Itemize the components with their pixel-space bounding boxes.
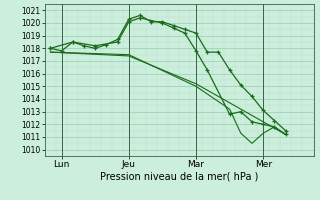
X-axis label: Pression niveau de la mer( hPa ): Pression niveau de la mer( hPa )	[100, 172, 258, 182]
